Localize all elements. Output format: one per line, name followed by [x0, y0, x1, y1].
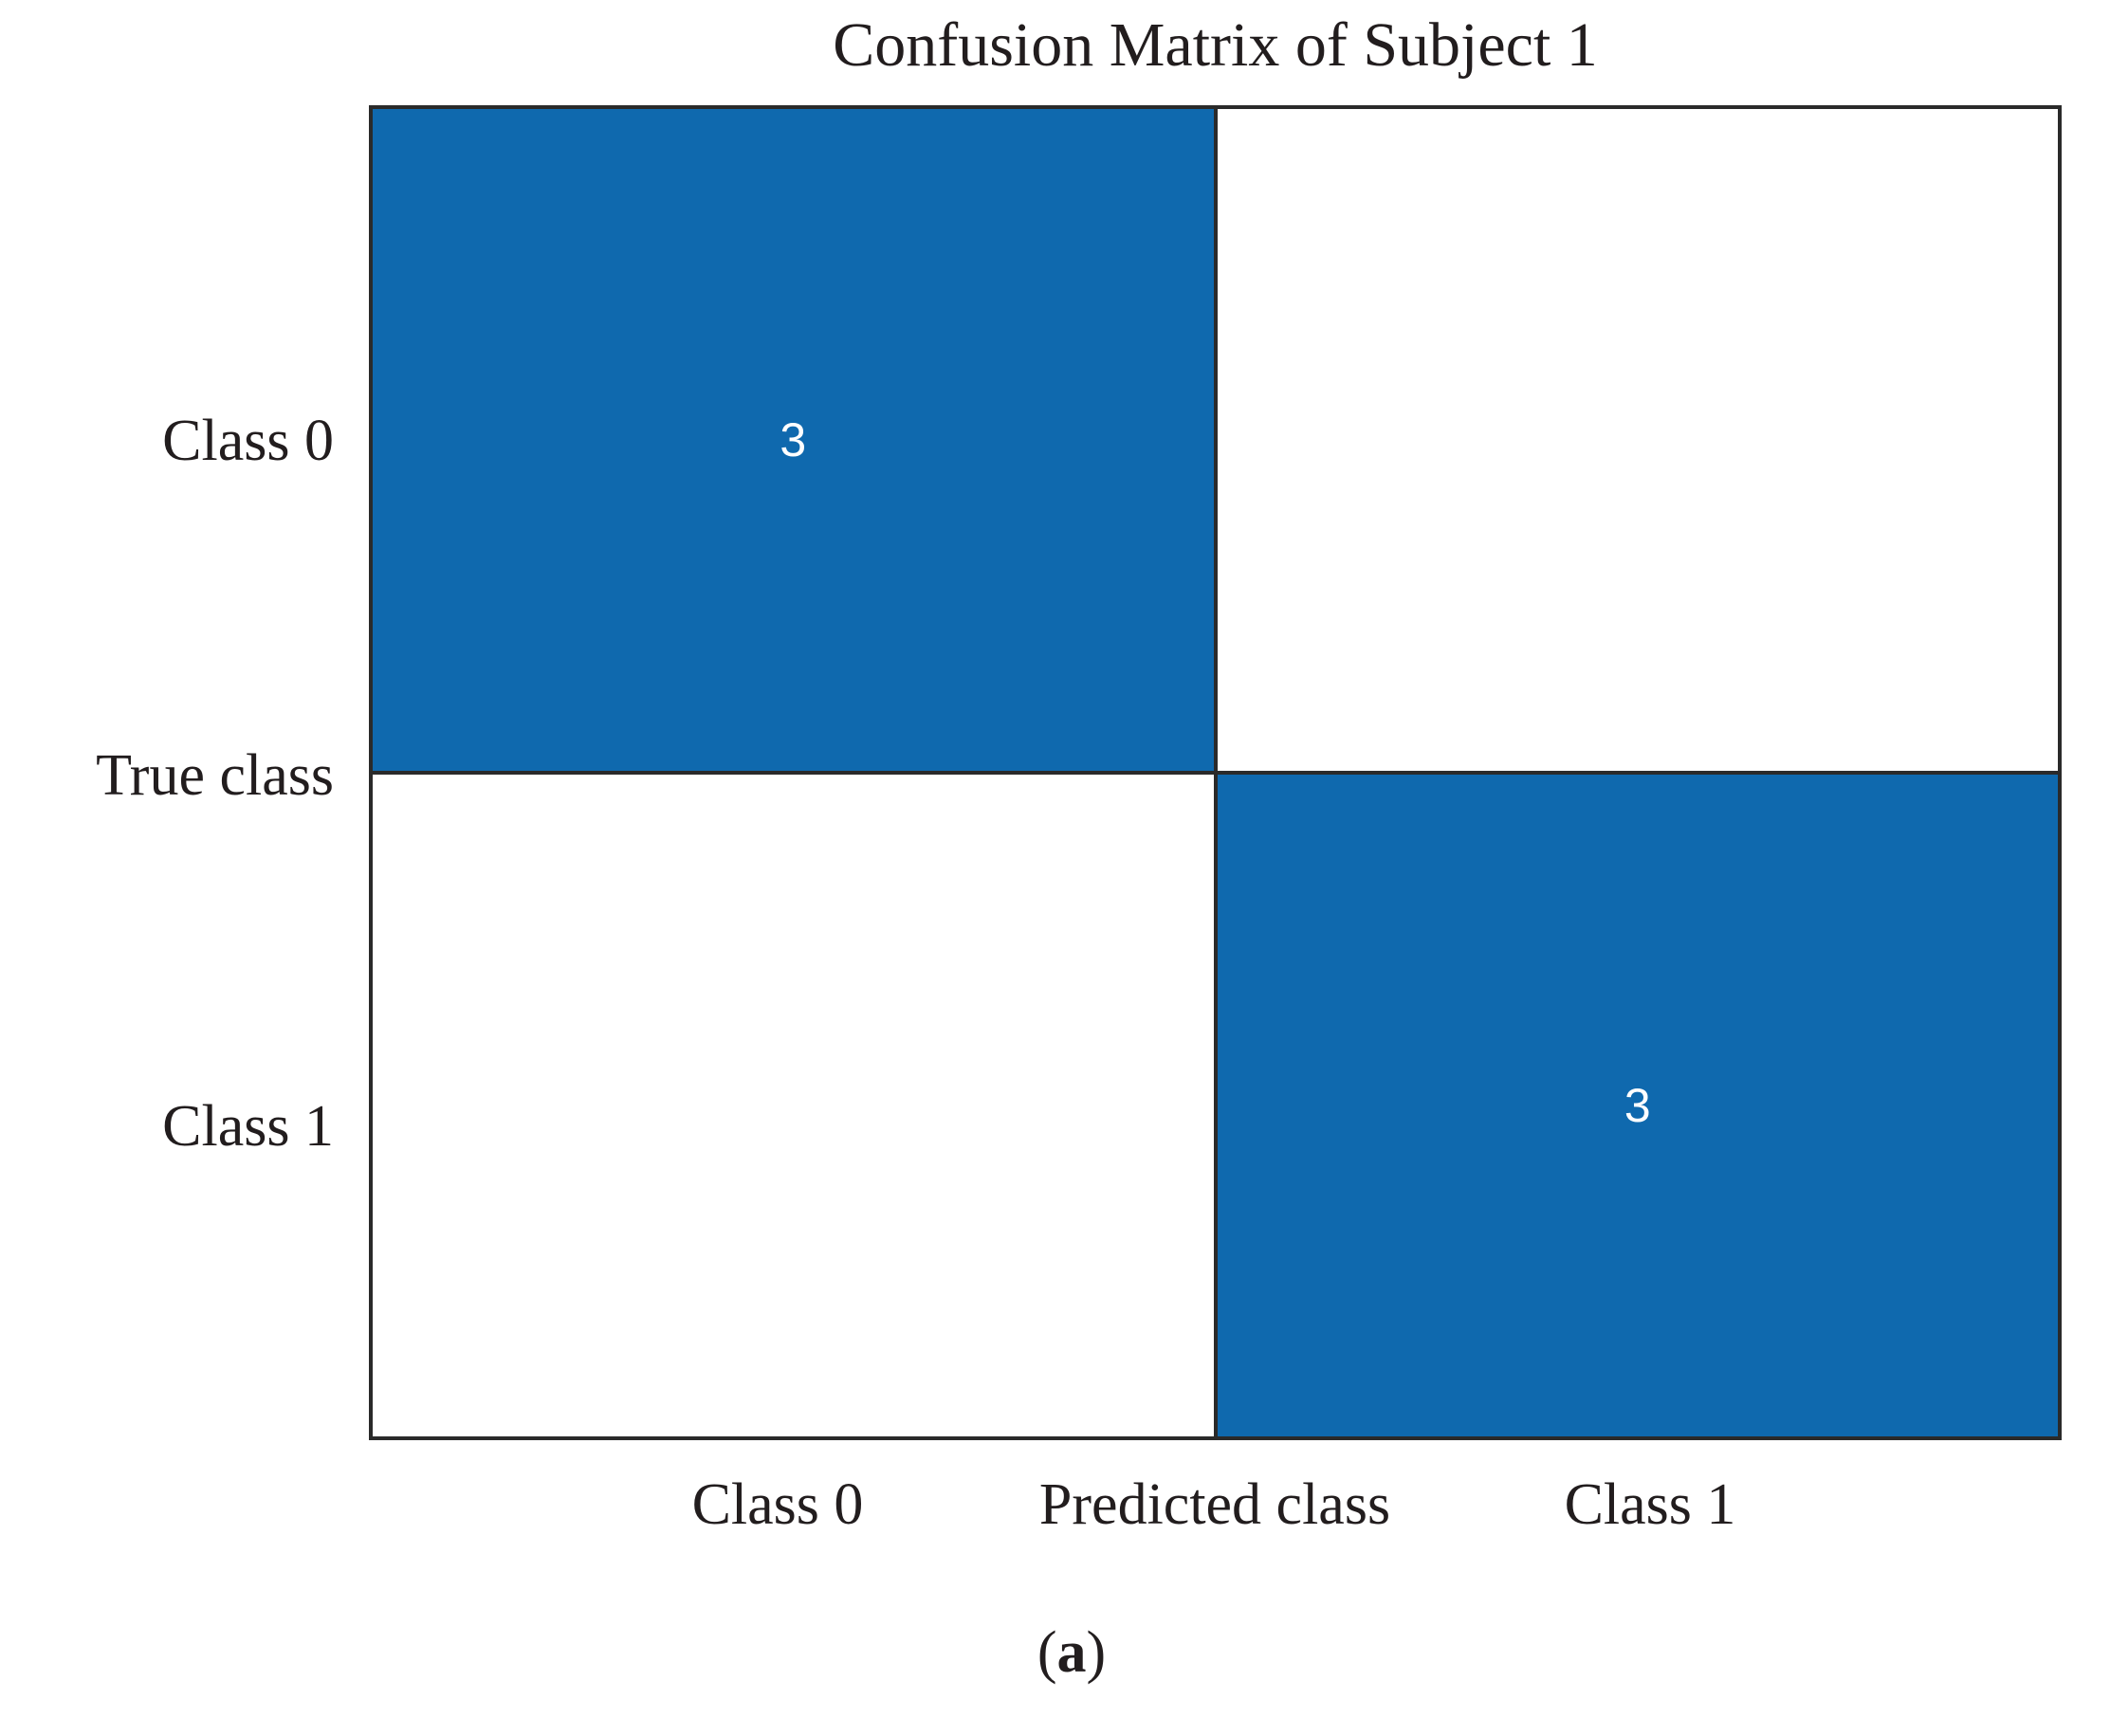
cell-value: 3 [780, 413, 807, 466]
y-tick-class-0: Class 0 [162, 409, 334, 473]
cell-value: 3 [1624, 1079, 1651, 1132]
x-tick-class-0: Class 0 [691, 1472, 864, 1537]
matrix-cell-true1-pred1: 3 [1217, 775, 2058, 1436]
y-tick-class-1: Class 1 [162, 1094, 334, 1159]
subfigure-caption: (a) [882, 1623, 1261, 1682]
caption-open-paren: ( [1037, 1620, 1057, 1685]
confusion-matrix-grid: 3 3 [369, 105, 2062, 1440]
caption-letter: a [1056, 1620, 1087, 1685]
x-tick-class-1: Class 1 [1564, 1472, 1736, 1537]
y-axis-label: True class [96, 743, 334, 808]
x-axis-label: Predicted class [1038, 1472, 1391, 1537]
chart-title: Confusion Matrix of Subject 1 [833, 10, 1598, 80]
caption-close-paren: ) [1086, 1620, 1107, 1685]
matrix-cell-true0-pred0: 3 [373, 109, 1214, 771]
matrix-cell-true0-pred1 [1217, 109, 2058, 771]
matrix-cell-true1-pred0 [373, 775, 1214, 1436]
